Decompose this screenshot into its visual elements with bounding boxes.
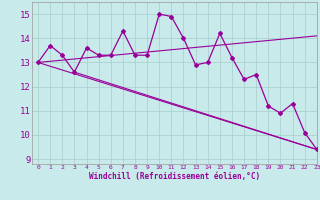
- X-axis label: Windchill (Refroidissement éolien,°C): Windchill (Refroidissement éolien,°C): [89, 172, 260, 181]
